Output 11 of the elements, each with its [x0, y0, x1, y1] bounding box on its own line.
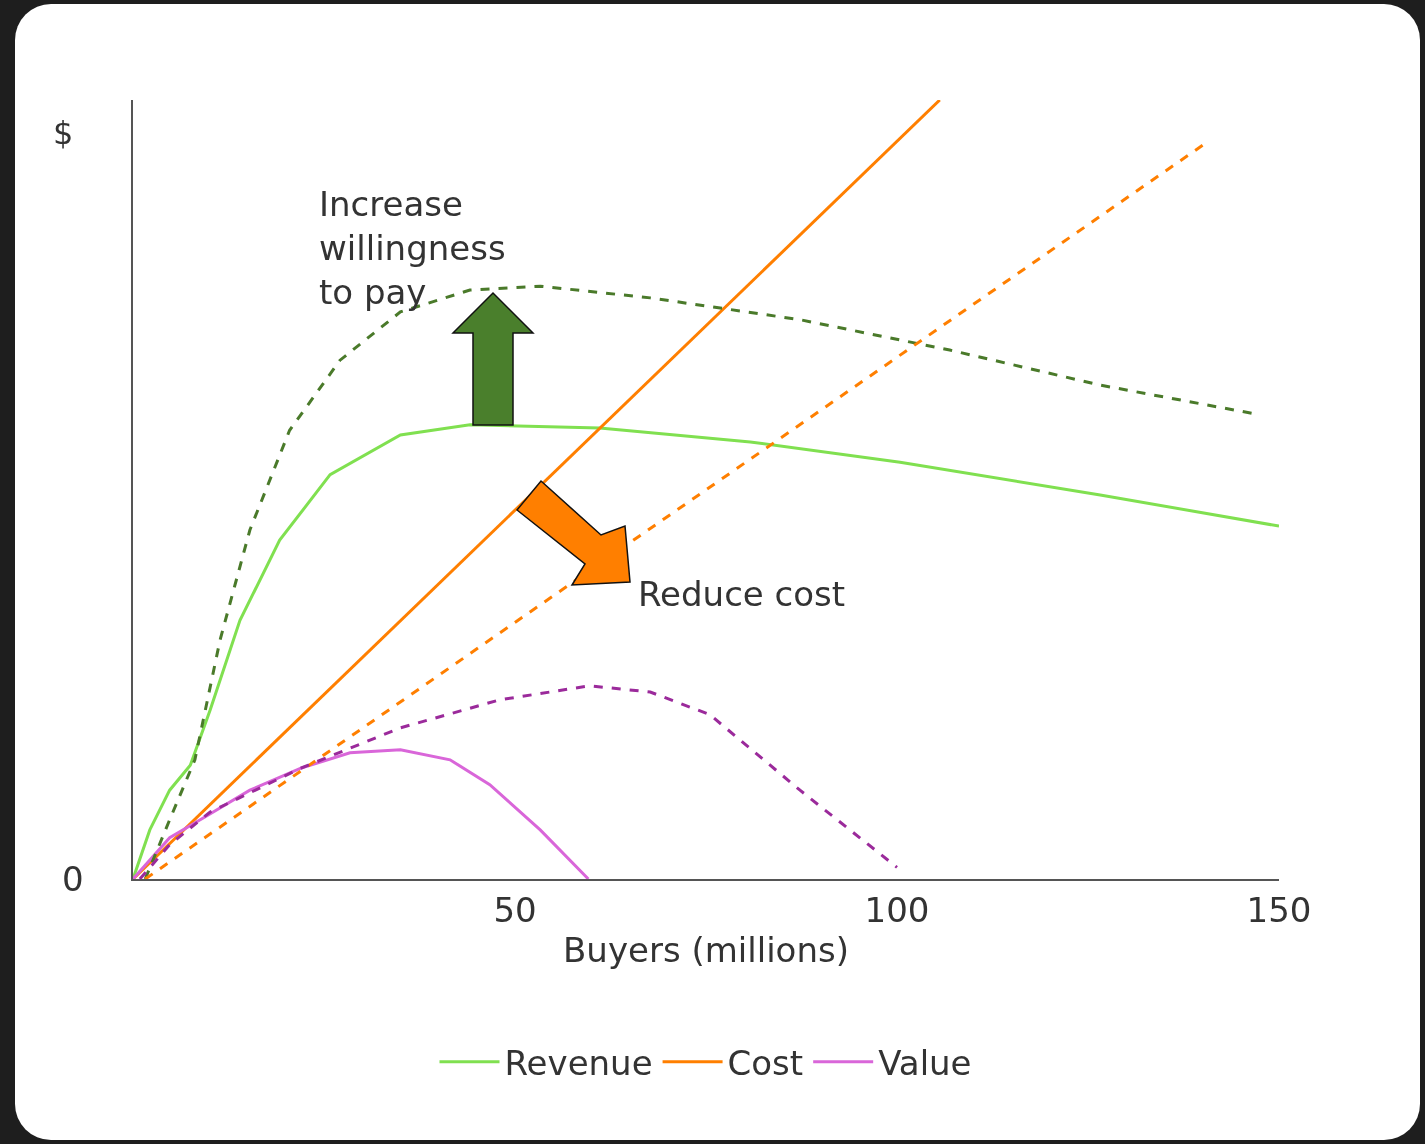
- x-tick-label: 150: [1246, 889, 1312, 930]
- legend-label: Value: [878, 1042, 972, 1083]
- legend-label: Cost: [727, 1042, 804, 1083]
- x-tick-label: 50: [493, 889, 537, 930]
- legend-label: Revenue: [504, 1042, 653, 1083]
- annotation: Increase willingness to pay: [319, 184, 506, 313]
- x-axis-title: Buyers (millions): [563, 930, 849, 971]
- annotation: Reduce cost: [638, 574, 846, 614]
- y-axis-title: $: [53, 114, 74, 152]
- x-tick-label: 100: [864, 889, 930, 930]
- text: 0: [62, 859, 84, 899]
